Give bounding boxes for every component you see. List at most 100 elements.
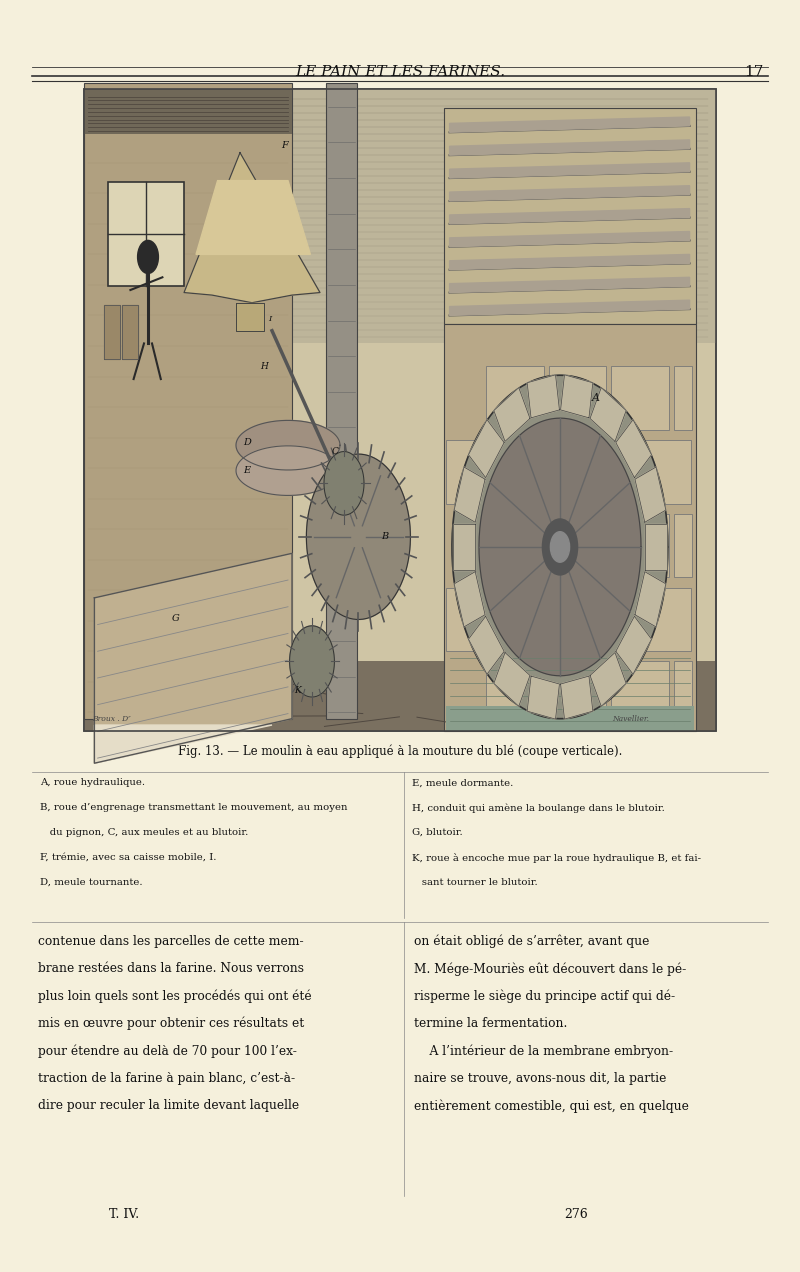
FancyBboxPatch shape	[446, 440, 504, 504]
FancyBboxPatch shape	[549, 366, 606, 430]
Polygon shape	[453, 524, 475, 570]
Polygon shape	[454, 467, 485, 523]
Text: F, trémie, avec sa caisse mobile, I.: F, trémie, avec sa caisse mobile, I.	[40, 852, 217, 862]
Polygon shape	[494, 653, 530, 706]
Text: Navellier.: Navellier.	[612, 715, 649, 724]
Polygon shape	[450, 232, 690, 247]
FancyBboxPatch shape	[84, 89, 716, 731]
Text: A l’intérieur de la membrane embryon-: A l’intérieur de la membrane embryon-	[414, 1044, 674, 1058]
FancyBboxPatch shape	[571, 588, 629, 651]
Text: dire pour reculer la limite devant laquelle: dire pour reculer la limite devant laque…	[38, 1099, 299, 1112]
Polygon shape	[635, 571, 666, 627]
FancyBboxPatch shape	[611, 661, 669, 725]
Text: brane restées dans la farine. Nous verrons: brane restées dans la farine. Nous verro…	[38, 962, 304, 976]
FancyBboxPatch shape	[486, 514, 544, 577]
Text: termine la fermentation.: termine la fermentation.	[414, 1018, 568, 1030]
Text: 276: 276	[564, 1208, 588, 1221]
Polygon shape	[236, 446, 340, 495]
Polygon shape	[450, 117, 690, 132]
Text: Broux . Dʳ: Broux . Dʳ	[92, 715, 131, 724]
FancyBboxPatch shape	[446, 588, 504, 651]
FancyBboxPatch shape	[674, 366, 692, 430]
Text: M. Mége-Mouriès eût découvert dans le pé-: M. Mége-Mouriès eût découvert dans le pé…	[414, 962, 686, 976]
Text: 17: 17	[745, 65, 764, 79]
FancyBboxPatch shape	[509, 440, 566, 504]
Text: du pignon, C, aux meules et au blutoir.: du pignon, C, aux meules et au blutoir.	[40, 828, 248, 837]
Polygon shape	[122, 305, 138, 359]
FancyBboxPatch shape	[444, 324, 696, 731]
Text: C: C	[332, 446, 339, 457]
Polygon shape	[450, 300, 690, 315]
Polygon shape	[324, 452, 364, 515]
Polygon shape	[450, 254, 690, 270]
Text: sant tourner le blutoir.: sant tourner le blutoir.	[412, 878, 538, 887]
Text: plus loin quels sont les procédés qui ont été: plus loin quels sont les procédés qui on…	[38, 990, 312, 1004]
FancyBboxPatch shape	[84, 83, 292, 719]
Polygon shape	[94, 725, 272, 763]
Polygon shape	[527, 375, 559, 417]
Polygon shape	[306, 454, 410, 619]
Polygon shape	[479, 418, 641, 675]
Text: Fig. 13. — Le moulin à eau appliqué à la mouture du blé (coupe verticale).: Fig. 13. — Le moulin à eau appliqué à la…	[178, 744, 622, 758]
Text: contenue dans les parcelles de cette mem-: contenue dans les parcelles de cette mem…	[38, 935, 304, 948]
Polygon shape	[590, 388, 626, 441]
Text: T. IV.: T. IV.	[109, 1208, 139, 1221]
Text: naire se trouve, avons-nous dit, la partie: naire se trouve, avons-nous dit, la part…	[414, 1071, 666, 1085]
Polygon shape	[561, 375, 593, 417]
FancyBboxPatch shape	[674, 514, 692, 577]
Text: F: F	[282, 140, 288, 150]
Polygon shape	[236, 421, 340, 469]
Text: risperme le siège du principe actif qui dé-: risperme le siège du principe actif qui …	[414, 990, 675, 1004]
Polygon shape	[450, 277, 690, 293]
FancyBboxPatch shape	[486, 366, 544, 430]
Polygon shape	[184, 153, 320, 303]
Text: D: D	[243, 438, 251, 448]
Polygon shape	[452, 375, 668, 719]
Text: A: A	[592, 393, 600, 403]
Polygon shape	[469, 420, 504, 477]
Text: H, conduit qui amène la boulange dans le blutoir.: H, conduit qui amène la boulange dans le…	[412, 804, 665, 813]
FancyBboxPatch shape	[108, 182, 184, 286]
Text: K, roue à encoche mue par la roue hydraulique B, et fai-: K, roue à encoche mue par la roue hydrau…	[412, 852, 701, 862]
Polygon shape	[450, 140, 690, 155]
Polygon shape	[450, 186, 690, 201]
Polygon shape	[94, 553, 292, 763]
FancyBboxPatch shape	[486, 661, 544, 725]
FancyBboxPatch shape	[509, 588, 566, 651]
FancyBboxPatch shape	[84, 89, 716, 343]
Text: LE PAIN ET LES FARINES.: LE PAIN ET LES FARINES.	[295, 65, 505, 79]
FancyBboxPatch shape	[549, 514, 606, 577]
Polygon shape	[196, 181, 310, 254]
Polygon shape	[616, 617, 651, 674]
FancyBboxPatch shape	[84, 89, 292, 134]
Polygon shape	[290, 626, 334, 697]
Polygon shape	[236, 303, 264, 331]
Polygon shape	[616, 420, 651, 477]
Polygon shape	[450, 209, 690, 224]
Polygon shape	[561, 677, 593, 719]
Text: entièrement comestible, qui est, en quelque: entièrement comestible, qui est, en quel…	[414, 1099, 690, 1113]
Circle shape	[542, 519, 578, 575]
Polygon shape	[645, 524, 667, 570]
Polygon shape	[454, 571, 485, 627]
Text: pour étendre au delà de 70 pour 100 l’ex-: pour étendre au delà de 70 pour 100 l’ex…	[38, 1044, 298, 1058]
Text: G, blutoir.: G, blutoir.	[412, 828, 462, 837]
FancyBboxPatch shape	[611, 366, 669, 430]
Polygon shape	[635, 467, 666, 523]
FancyBboxPatch shape	[446, 706, 694, 731]
Polygon shape	[104, 305, 120, 359]
FancyBboxPatch shape	[634, 440, 691, 504]
Text: K: K	[294, 686, 301, 696]
Polygon shape	[450, 163, 690, 178]
Text: B, roue d’engrenage transmettant le mouvement, au moyen: B, roue d’engrenage transmettant le mouv…	[40, 804, 347, 813]
Polygon shape	[527, 677, 559, 719]
FancyBboxPatch shape	[571, 440, 629, 504]
Circle shape	[550, 532, 570, 562]
FancyBboxPatch shape	[674, 661, 692, 725]
Text: A, roue hydraulique.: A, roue hydraulique.	[40, 778, 145, 787]
Text: G: G	[172, 613, 180, 623]
Polygon shape	[469, 617, 504, 674]
Text: E, meule dormante.: E, meule dormante.	[412, 778, 514, 787]
FancyBboxPatch shape	[549, 661, 606, 725]
FancyBboxPatch shape	[444, 108, 696, 324]
